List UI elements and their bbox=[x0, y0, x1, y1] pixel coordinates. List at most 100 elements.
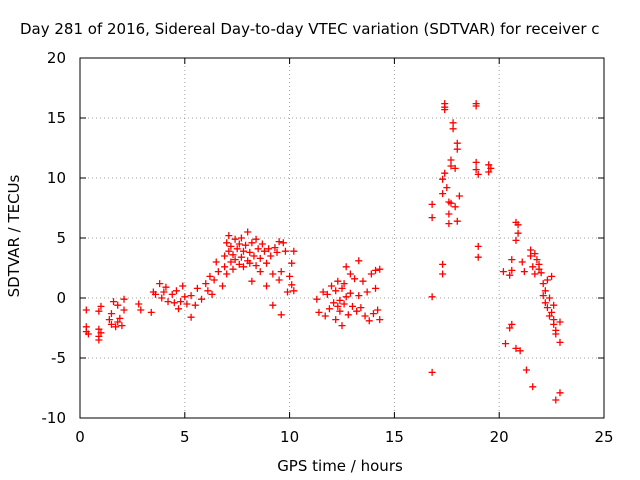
data-point-marker bbox=[355, 292, 363, 300]
data-point-marker bbox=[355, 257, 363, 265]
y-tick-label: -10 bbox=[42, 409, 67, 427]
data-point-marker bbox=[451, 164, 459, 172]
data-point-marker bbox=[512, 236, 520, 244]
data-point-marker bbox=[543, 276, 551, 284]
data-point-marker bbox=[550, 301, 558, 309]
y-tick-label: 0 bbox=[56, 289, 66, 307]
data-point-marker bbox=[520, 268, 528, 276]
data-point-marker bbox=[447, 162, 455, 170]
data-point-marker bbox=[340, 300, 348, 308]
data-point-marker bbox=[428, 293, 436, 301]
data-point-marker bbox=[256, 268, 264, 276]
data-point-marker bbox=[508, 256, 516, 264]
data-point-marker bbox=[252, 262, 260, 270]
data-point-marker bbox=[472, 166, 480, 174]
data-point-marker bbox=[344, 311, 352, 319]
data-point-marker bbox=[237, 234, 245, 242]
data-point-marker bbox=[235, 240, 243, 248]
data-point-marker bbox=[275, 276, 283, 284]
data-point-marker bbox=[348, 302, 356, 310]
data-point-marker bbox=[227, 242, 235, 250]
data-point-marker bbox=[514, 229, 522, 237]
data-point-marker bbox=[164, 298, 172, 306]
data-point-marker bbox=[135, 300, 143, 308]
plot-frame bbox=[79, 57, 605, 419]
data-point-marker bbox=[541, 299, 549, 307]
y-tick-labels: -10 -5 0 5 10 15 20 bbox=[42, 49, 67, 427]
data-point-marker bbox=[208, 290, 216, 298]
data-point-marker bbox=[527, 246, 535, 254]
data-point-marker bbox=[246, 259, 254, 267]
data-point-marker bbox=[535, 260, 543, 268]
data-point-marker bbox=[443, 184, 451, 192]
data-point-marker bbox=[118, 322, 126, 330]
x-tick-label: 20 bbox=[490, 428, 509, 446]
data-point-marker bbox=[160, 288, 168, 296]
data-point-marker bbox=[147, 308, 155, 316]
data-point-marker bbox=[512, 344, 520, 352]
data-point-marker bbox=[374, 306, 382, 314]
data-point-marker bbox=[546, 294, 554, 302]
data-point-marker bbox=[95, 325, 103, 333]
data-point-marker bbox=[246, 248, 254, 256]
data-point-marker bbox=[191, 301, 199, 309]
data-point-marker bbox=[539, 280, 547, 288]
data-point-marker bbox=[279, 239, 287, 247]
data-point-marker bbox=[485, 161, 493, 169]
data-point-marker bbox=[181, 293, 189, 301]
data-point-marker bbox=[548, 272, 556, 280]
x-tick-label: 5 bbox=[180, 428, 190, 446]
data-point-marker bbox=[193, 284, 201, 292]
data-point-marker bbox=[539, 292, 547, 300]
data-point-marker bbox=[552, 396, 560, 404]
data-point-marker bbox=[485, 168, 493, 176]
data-point-marker bbox=[506, 271, 514, 279]
data-point-marker bbox=[229, 251, 237, 259]
data-point-marker bbox=[428, 368, 436, 376]
data-point-marker bbox=[428, 214, 436, 222]
data-point-marker bbox=[315, 308, 323, 316]
x-tick-label: 0 bbox=[75, 428, 85, 446]
data-point-marker bbox=[110, 298, 118, 306]
data-point-marker bbox=[258, 240, 266, 248]
data-point-marker bbox=[198, 295, 206, 303]
data-point-marker bbox=[239, 263, 247, 271]
data-point-marker bbox=[256, 254, 264, 262]
data-point-marker bbox=[357, 304, 365, 312]
data-point-marker bbox=[120, 295, 128, 303]
data-point-marker bbox=[112, 323, 120, 331]
data-point-marker bbox=[332, 316, 340, 324]
data-point-marker bbox=[340, 280, 348, 288]
data-point-marker bbox=[95, 336, 103, 344]
data-point-marker bbox=[325, 305, 333, 313]
data-point-marker bbox=[531, 250, 539, 258]
data-point-marker bbox=[353, 307, 361, 315]
data-point-marker bbox=[556, 389, 564, 397]
data-point-marker bbox=[156, 280, 164, 288]
data-point-marker bbox=[330, 299, 338, 307]
data-point-marker bbox=[455, 192, 463, 200]
data-point-marker bbox=[172, 287, 180, 295]
data-point-marker bbox=[556, 338, 564, 346]
data-point-marker bbox=[281, 247, 289, 255]
data-point-marker bbox=[233, 245, 241, 253]
data-point-marker bbox=[439, 175, 447, 183]
data-point-marker bbox=[332, 287, 340, 295]
data-point-marker bbox=[533, 256, 541, 264]
data-point-marker bbox=[313, 295, 321, 303]
data-point-marker bbox=[472, 100, 480, 108]
y-tick-label: 5 bbox=[56, 229, 66, 247]
data-point-marker bbox=[453, 217, 461, 225]
data-point-marker bbox=[445, 210, 453, 218]
data-point-marker bbox=[506, 324, 514, 332]
data-point-marker bbox=[474, 253, 482, 261]
data-point-marker bbox=[441, 169, 449, 177]
axis-ticks bbox=[79, 57, 605, 419]
data-point-marker bbox=[522, 366, 530, 374]
x-tick-label: 25 bbox=[594, 428, 613, 446]
data-point-marker bbox=[338, 284, 346, 292]
data-point-marker bbox=[82, 306, 90, 314]
data-point-marker bbox=[487, 164, 495, 172]
data-point-marker bbox=[441, 103, 449, 111]
data-point-marker bbox=[449, 125, 457, 133]
